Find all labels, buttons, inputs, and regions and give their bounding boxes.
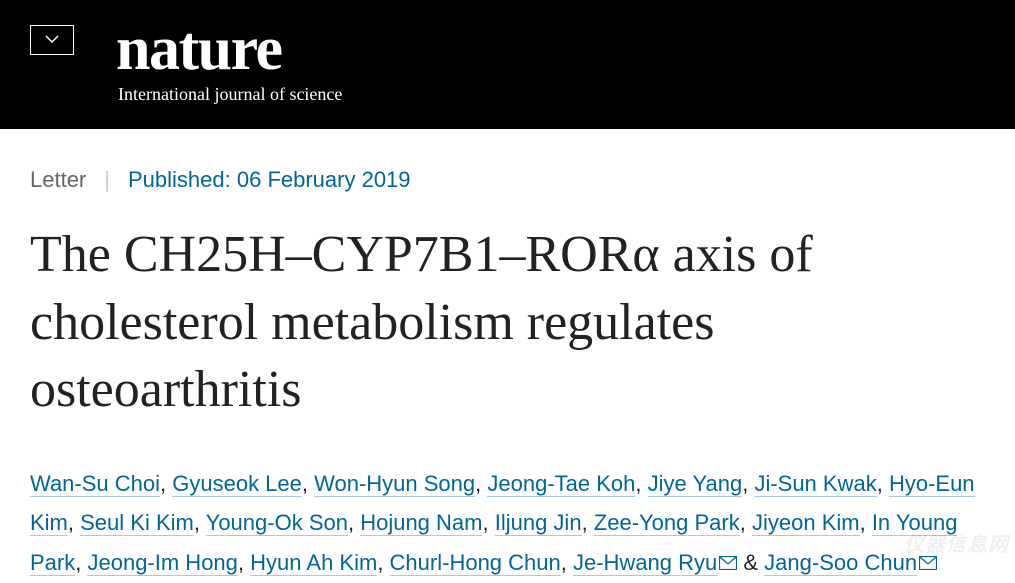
- author-separator: ,: [482, 510, 494, 535]
- brand-tagline: International journal of science: [118, 84, 342, 105]
- author-separator: ,: [75, 550, 87, 575]
- site-nav: nature International journal of science: [0, 0, 1015, 129]
- author-separator: ,: [635, 471, 647, 496]
- author-link[interactable]: Ji-Sun Kwak: [754, 471, 876, 497]
- author-link[interactable]: Young-Ok Son: [206, 510, 348, 536]
- article-title: The CH25H–CYP7B1–RORα axis of cholestero…: [30, 221, 985, 424]
- author-separator: ,: [561, 550, 573, 575]
- chevron-down-icon: [45, 31, 59, 49]
- publish-date: Published: 06 February 2019: [128, 167, 411, 193]
- meta-separator: |: [104, 167, 110, 193]
- article-meta: Letter | Published: 06 February 2019: [30, 167, 985, 193]
- author-separator: ,: [160, 471, 172, 496]
- author-separator: ,: [194, 510, 206, 535]
- brand-block: nature International journal of science: [116, 22, 342, 105]
- author-separator: ,: [740, 510, 752, 535]
- author-link[interactable]: Gyuseok Lee: [172, 471, 302, 497]
- article-header: Letter | Published: 06 February 2019 The…: [0, 129, 1015, 583]
- author-link[interactable]: Seul Ki Kim: [80, 510, 194, 536]
- author-link[interactable]: Jiye Yang: [648, 471, 743, 497]
- author-link[interactable]: Zee-Yong Park: [594, 510, 740, 536]
- author-separator: ,: [377, 550, 389, 575]
- author-separator: ,: [68, 510, 80, 535]
- author-separator: ,: [582, 510, 594, 535]
- author-separator: ,: [742, 471, 754, 496]
- author-separator: ,: [860, 510, 872, 535]
- author-link[interactable]: Hojung Nam: [360, 510, 482, 536]
- author-separator: ,: [475, 471, 487, 496]
- author-separator: ,: [302, 471, 314, 496]
- brand-logo[interactable]: nature: [116, 22, 342, 78]
- author-link[interactable]: Iljung Jin: [495, 510, 582, 536]
- author-list: Wan-Su Choi, Gyuseok Lee, Won-Hyun Song,…: [30, 464, 985, 583]
- author-link[interactable]: Jeong-Tae Koh: [487, 471, 635, 497]
- author-separator: &: [737, 550, 764, 575]
- article-type: Letter: [30, 167, 86, 193]
- author-separator: ,: [877, 471, 889, 496]
- author-separator: ,: [348, 510, 360, 535]
- menu-toggle-button[interactable]: [30, 25, 74, 55]
- author-link[interactable]: Wan-Su Choi: [30, 471, 160, 497]
- date-value: 06 February 2019: [237, 167, 411, 192]
- author-link[interactable]: Jiyeon Kim: [752, 510, 860, 536]
- author-separator: ,: [238, 550, 250, 575]
- date-prefix: Published:: [128, 167, 231, 192]
- author-link[interactable]: Won-Hyun Song: [314, 471, 475, 497]
